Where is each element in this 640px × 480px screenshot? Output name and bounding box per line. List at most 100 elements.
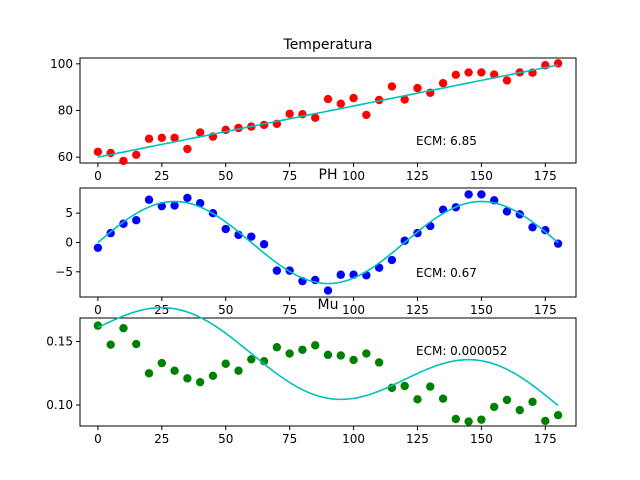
mu-x-tick-label: 175 [534,432,557,446]
temperatura-y-tick-label: 100 [50,57,73,71]
temperatura-x-tick-label: 0 [94,169,102,183]
ph-data-point [144,195,154,204]
ph-data-point [183,193,192,203]
mu-data-point [247,355,256,364]
mu-data-point [119,323,128,333]
ph-data-point [272,266,282,275]
ph-data-point [323,286,333,295]
mu-data-point [464,417,473,426]
ph-data-point [426,221,435,231]
ph-data-point [502,207,512,216]
temperatura-data-point [183,144,192,154]
ph-data-point [221,224,230,234]
mu-y-tick-label: 0.10 [46,398,73,412]
ph-y-tick-label: 0 [65,236,73,250]
mu-title: Mu [318,297,339,313]
mu-marks: 0 25 50 75 100 125 150 175 0.10 0.15 [46,306,563,446]
temperatura-title: Temperatura [283,37,373,53]
ph-data-point [247,232,256,241]
temperatura-data-point [349,93,358,103]
temperatura-data-point [451,70,461,80]
mu-data-point [259,357,269,366]
ph-x-tick-label: 100 [342,303,365,317]
temperatura-ecm-annotation: ECM: 6.85 [416,134,477,148]
temperatura-x-tick-label: 125 [406,169,429,183]
temperatura-x-tick-label: 150 [470,169,493,183]
mu-data-point [541,416,550,426]
temperatura-panel: Temperatura 0 25 50 75 100 125 150 175 60 80 100 E… [50,37,577,183]
mu-data-point [234,366,243,375]
ph-data-point [259,240,269,249]
mu-data-point [323,350,333,360]
mu-data-point [438,394,448,403]
ph-data-point [119,219,128,228]
ph-data-point [387,255,397,265]
temperatura-fit-line [97,64,559,158]
temperatura-data-point [157,133,167,142]
ph-x-tick-label: 75 [282,303,297,317]
mu-data-point [106,340,115,349]
ph-x-tick-label: 175 [534,303,557,317]
mu-data-point [221,359,230,368]
mu-data-point [451,414,461,424]
ph-x-tick-label: 0 [94,303,102,317]
temperatura-data-point [438,79,448,88]
temperatura-x-tick-label: 175 [534,169,557,183]
mu-y-tick-label: 0.15 [46,335,73,349]
temperatura-x-tick-label: 100 [342,169,365,183]
temperatura-marks: 0 25 50 75 100 125 150 175 60 80 100 [50,57,563,183]
mu-data-point [553,411,563,420]
mu-data-point [336,351,345,360]
temperatura-data-point [311,113,320,122]
temperatura-data-point [374,95,384,105]
ph-panel: PH 0 25 50 75 100 125 150 175 −5 0 5 ECM: 0.67 [55,167,577,317]
mu-x-tick-label: 50 [218,432,233,446]
ph-ecm-annotation: ECM: 0.67 [416,266,477,280]
mu-data-point [132,339,141,349]
ph-fit-line [97,200,559,285]
temperatura-data-point [323,94,333,104]
mu-x-tick-label: 25 [154,432,169,446]
ph-data-point [528,223,537,232]
mu-x-tick-label: 100 [342,432,365,446]
ph-data-point [374,263,384,272]
ph-marks: 0 25 50 75 100 125 150 175 −5 0 5 [55,190,563,317]
mu-data-point [195,377,205,387]
mu-x-tick-label: 75 [282,432,297,446]
temperatura-data-point [502,76,512,85]
ph-data-point [170,201,179,210]
mu-data-point [528,397,537,407]
ph-data-point [336,270,345,279]
ph-x-tick-label: 25 [154,303,169,317]
temperatura-x-tick-label: 25 [154,169,169,183]
mu-fit-line [97,306,559,407]
mu-data-point [272,343,282,352]
temperatura-data-point [170,133,179,142]
temperatura-data-point [477,68,486,77]
mu-data-point [515,405,524,415]
mu-data-point [413,395,422,404]
mu-x-tick-label: 0 [94,432,102,446]
mu-x-tick-label: 125 [406,432,429,446]
mu-ecm-annotation: ECM: 0.000052 [416,344,507,358]
mu-data-point [208,371,218,381]
temperatura-data-point [400,95,409,104]
temperatura-x-tick-label: 75 [282,169,297,183]
mu-data-point [489,402,499,412]
ph-data-point [477,190,486,199]
temperatura-data-point [93,147,103,156]
ph-data-point [541,225,550,235]
mu-data-point [477,415,486,424]
temperatura-data-point [144,134,154,143]
temperatura-x-tick-label: 50 [218,169,233,183]
temperatura-data-point [464,68,473,77]
ph-data-point [132,216,141,225]
mu-data-point [311,341,320,350]
mu-data-point [502,395,512,405]
mu-data-point [298,345,307,354]
ph-y-tick-label: −5 [55,265,73,279]
temperatura-data-point [413,83,422,93]
temperatura-y-tick-label: 60 [58,150,73,164]
ph-data-point [464,190,473,199]
mu-data-point [362,349,371,358]
